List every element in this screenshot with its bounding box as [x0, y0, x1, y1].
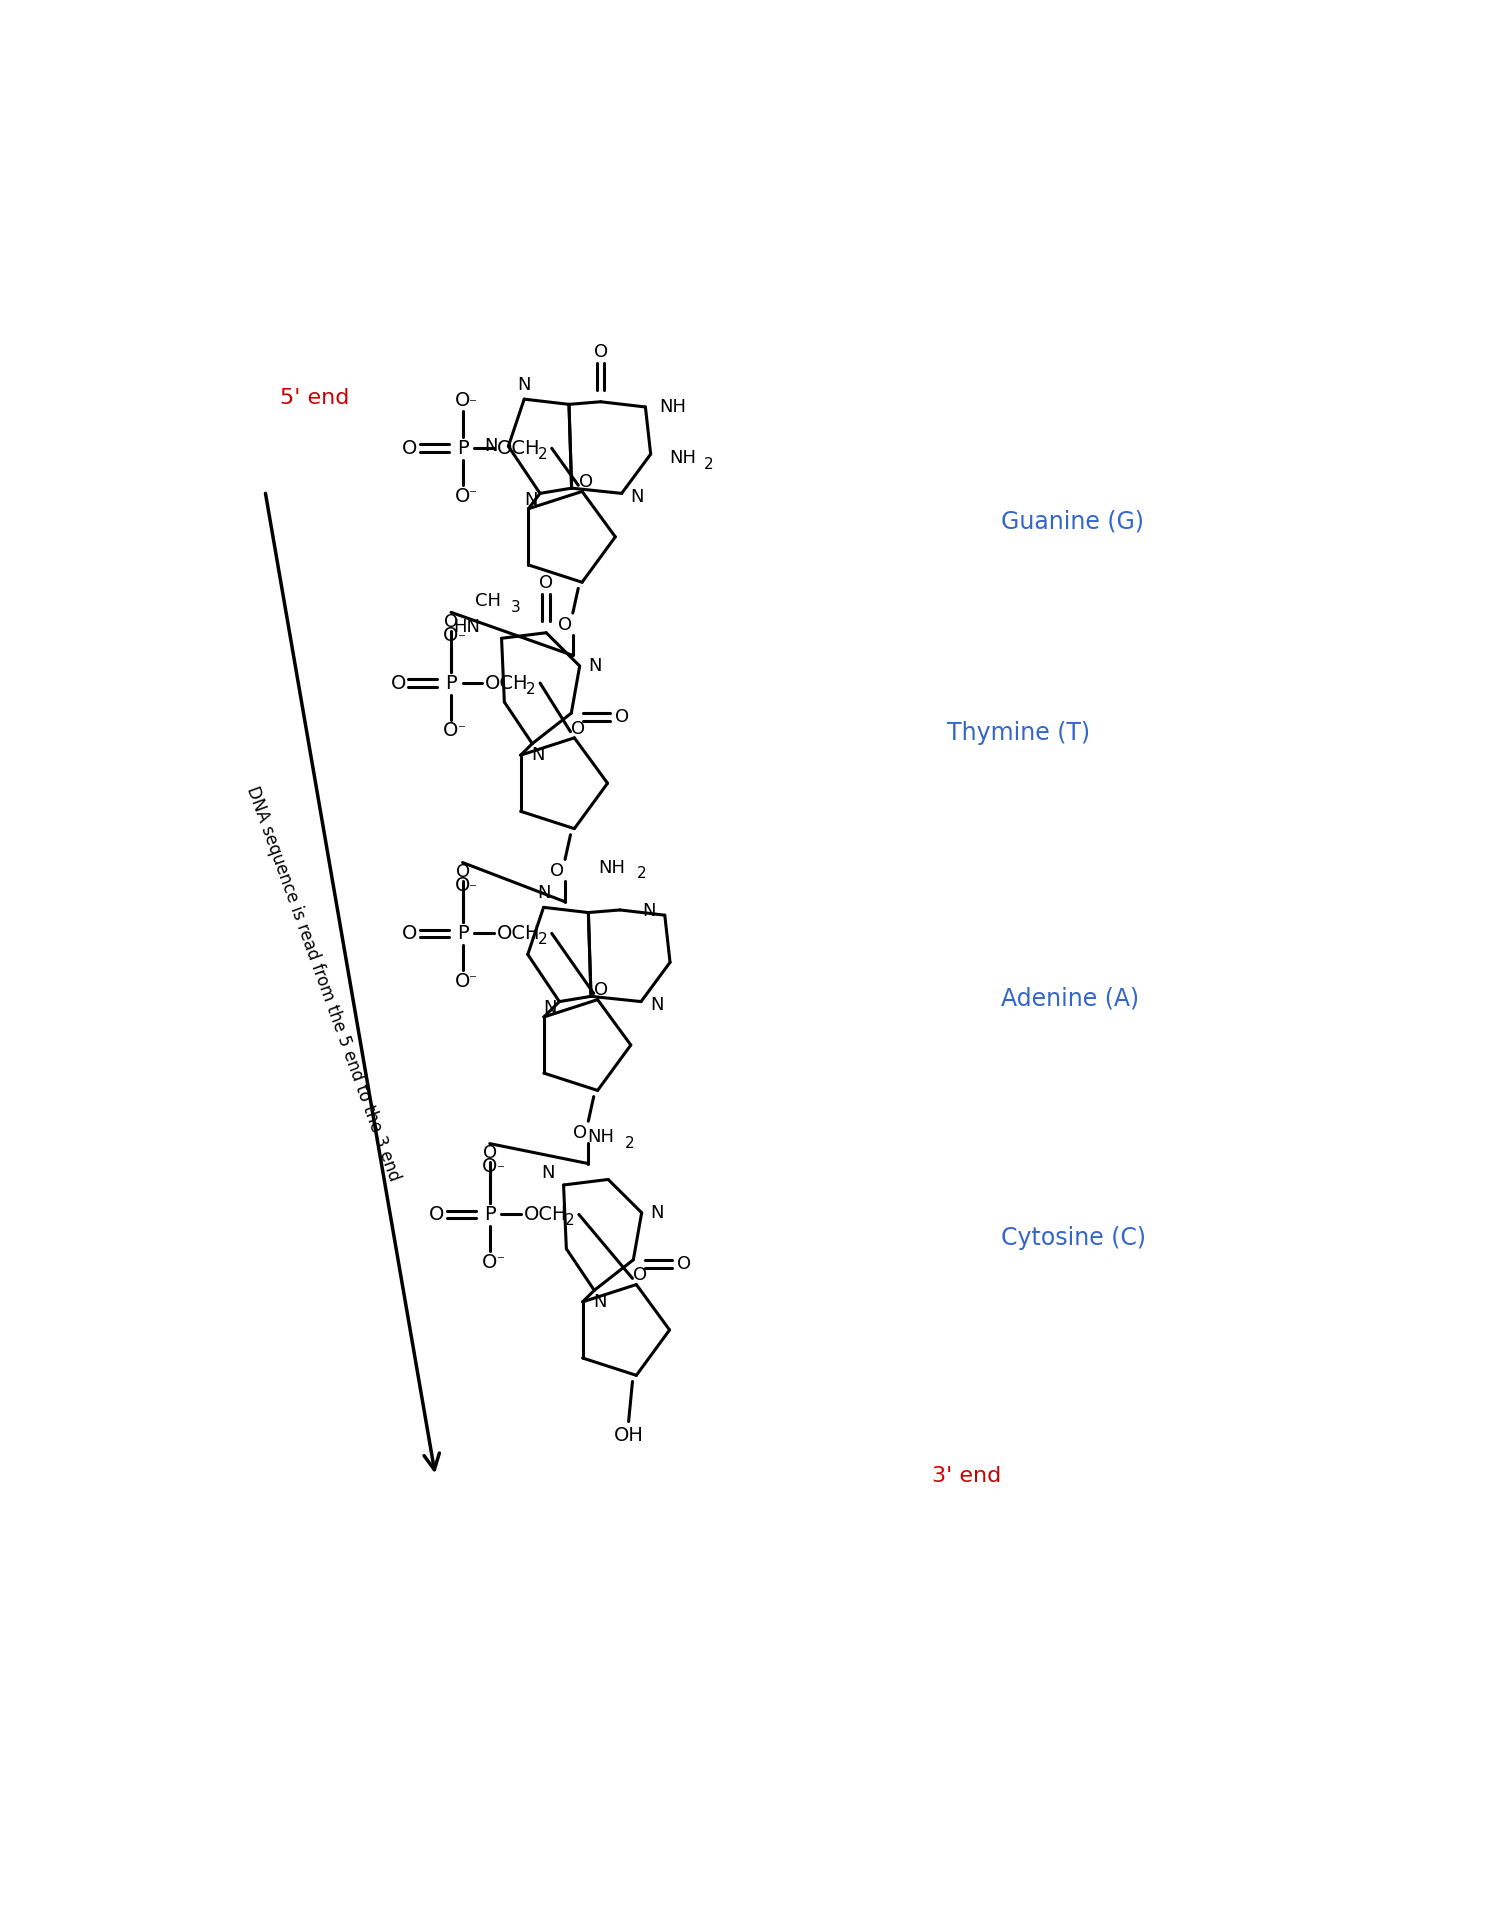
Text: N: N: [484, 437, 498, 456]
Text: O: O: [594, 982, 609, 999]
Text: N: N: [588, 658, 602, 675]
Text: OCH: OCH: [484, 673, 528, 692]
Text: OCH: OCH: [496, 923, 540, 942]
Text: P: P: [446, 673, 458, 692]
Text: 5' end: 5' end: [280, 389, 350, 408]
Text: O: O: [538, 574, 554, 591]
Text: 2: 2: [566, 1213, 574, 1228]
Text: O: O: [402, 923, 417, 942]
Text: O: O: [573, 1123, 588, 1142]
Text: Guanine (G): Guanine (G): [1002, 509, 1144, 534]
Text: O: O: [390, 673, 406, 692]
Text: N: N: [650, 997, 663, 1015]
Text: O: O: [429, 1205, 444, 1224]
Text: N: N: [537, 885, 550, 902]
Text: O: O: [572, 719, 585, 738]
Text: O: O: [482, 1158, 498, 1177]
Text: 2: 2: [526, 683, 536, 696]
Text: 2: 2: [537, 933, 548, 948]
Text: P: P: [458, 439, 468, 458]
Text: P: P: [484, 1205, 495, 1224]
Text: NH: NH: [598, 858, 625, 877]
Text: DNA sequence is read from the 5 end to the 3 end: DNA sequence is read from the 5 end to t…: [243, 784, 404, 1184]
Text: ⁻: ⁻: [470, 881, 477, 896]
Text: N: N: [651, 1203, 664, 1222]
Text: 2: 2: [537, 446, 548, 461]
Text: N: N: [524, 490, 537, 509]
Text: ⁻: ⁻: [496, 1161, 504, 1177]
Text: 2: 2: [626, 1137, 634, 1150]
Text: NH: NH: [669, 448, 696, 467]
Text: Cytosine (C): Cytosine (C): [1002, 1226, 1146, 1249]
Text: O: O: [444, 612, 458, 631]
Text: N: N: [594, 1293, 608, 1310]
Text: NH: NH: [658, 399, 686, 416]
Text: Thymine (T): Thymine (T): [946, 721, 1090, 746]
Text: 3' end: 3' end: [932, 1466, 1000, 1486]
Text: 3: 3: [510, 601, 520, 614]
Text: N: N: [543, 999, 556, 1016]
Text: OH: OH: [614, 1426, 644, 1446]
Text: O: O: [550, 862, 564, 879]
Text: ⁻: ⁻: [470, 486, 477, 502]
Text: CH: CH: [474, 593, 501, 610]
Text: O: O: [482, 1253, 498, 1272]
Text: O: O: [594, 343, 608, 360]
Text: O: O: [676, 1255, 690, 1272]
Text: O: O: [456, 862, 470, 881]
Text: O: O: [402, 439, 417, 458]
Text: O: O: [454, 486, 471, 505]
Text: ⁻: ⁻: [470, 397, 477, 412]
Text: O: O: [454, 973, 471, 990]
Text: N: N: [642, 902, 656, 921]
Text: N: N: [630, 488, 644, 505]
Text: O: O: [579, 473, 592, 492]
Text: 2: 2: [638, 866, 646, 881]
Text: N: N: [518, 376, 531, 395]
Text: OCH: OCH: [524, 1205, 567, 1224]
Text: 2: 2: [704, 458, 714, 473]
Text: O: O: [444, 721, 459, 740]
Text: O: O: [633, 1266, 648, 1283]
Text: N: N: [531, 746, 544, 765]
Text: Adenine (A): Adenine (A): [1002, 986, 1140, 1011]
Text: O: O: [454, 391, 471, 410]
Text: ⁻: ⁻: [458, 631, 466, 646]
Text: ⁻: ⁻: [470, 973, 477, 988]
Text: ⁻: ⁻: [496, 1253, 504, 1268]
Text: HN: HN: [453, 618, 480, 635]
Text: NH: NH: [586, 1129, 613, 1146]
Text: O: O: [483, 1144, 496, 1161]
Text: O: O: [444, 625, 459, 645]
Text: O: O: [454, 875, 471, 894]
Text: OCH: OCH: [496, 439, 540, 458]
Text: ⁻: ⁻: [458, 723, 466, 736]
Text: N: N: [542, 1165, 555, 1182]
Text: P: P: [458, 923, 468, 942]
Text: O: O: [558, 616, 572, 633]
Text: O: O: [615, 707, 628, 727]
